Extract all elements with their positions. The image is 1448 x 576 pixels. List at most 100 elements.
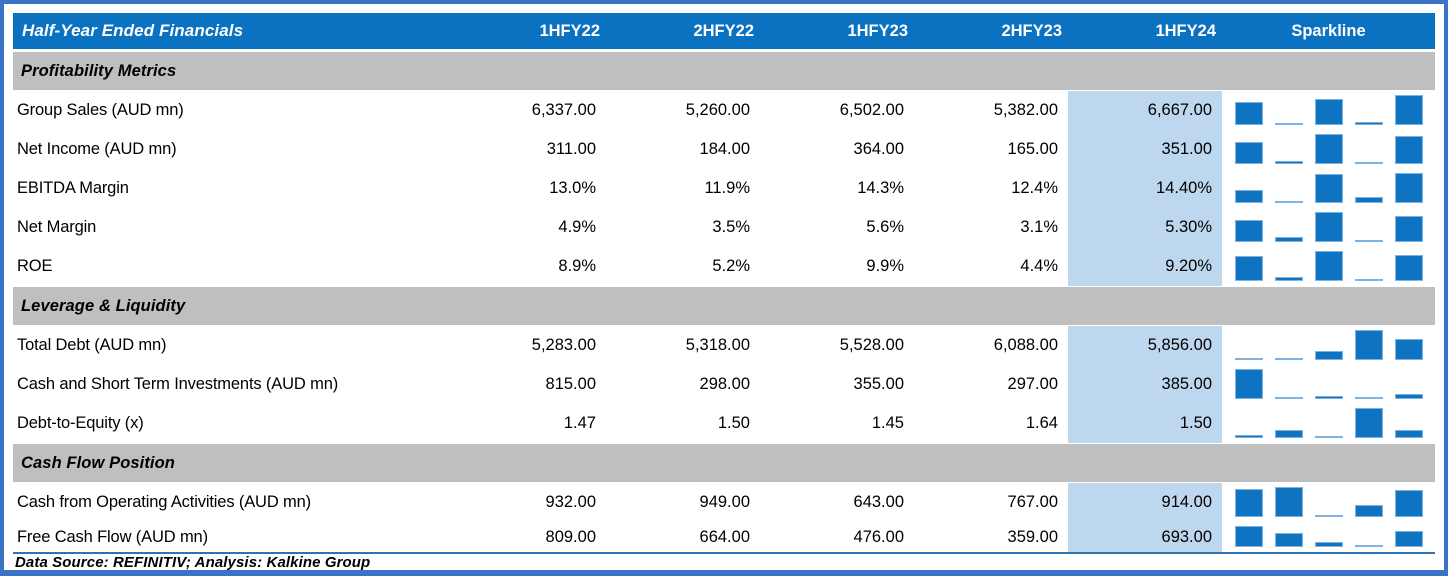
- row-label: Group Sales (AUD mn): [17, 101, 184, 119]
- cell-value: 184.00: [699, 140, 750, 158]
- sparkline-chart: [1234, 483, 1423, 522]
- spark-bar: [1274, 487, 1303, 517]
- table-row-cash-short-term-investments: Cash and Short Term Investments (AUD mn)…: [13, 365, 1435, 404]
- table-row-net-margin: Net Margin 4.9% 3.5% 5.6% 3.1% 5.30%: [13, 208, 1435, 247]
- spark-bar: [1354, 278, 1383, 281]
- spark-bar: [1274, 357, 1303, 360]
- spark-bar: [1234, 141, 1263, 164]
- cell-value: 1.47: [563, 414, 596, 432]
- cell-value: 4.4%: [1020, 257, 1058, 275]
- row-label: Total Debt (AUD mn): [17, 336, 167, 354]
- cell-value: 12.4%: [1011, 179, 1058, 197]
- cell-value: 643.00: [853, 493, 904, 511]
- cell-value: 5,528.00: [839, 336, 904, 354]
- spark-bar: [1274, 237, 1303, 242]
- spark-bar: [1234, 220, 1263, 242]
- spark-bar: [1394, 215, 1423, 242]
- spark-bar: [1314, 514, 1343, 517]
- spark-bar: [1234, 102, 1263, 125]
- cell-value: 767.00: [1007, 493, 1058, 511]
- spark-bar: [1394, 430, 1423, 438]
- cell-value-highlighted: 351.00: [1068, 130, 1222, 169]
- sparkline-chart: [1234, 365, 1423, 404]
- spark-bar: [1274, 532, 1303, 547]
- cell-value-highlighted: 5.30%: [1068, 208, 1222, 247]
- spark-bar: [1234, 369, 1263, 399]
- column-header-2hfy23: 2HFY23: [1001, 21, 1062, 40]
- data-source-note: Data Source: REFINITIV; Analysis: Kalkin…: [15, 554, 371, 571]
- spark-bar: [1354, 544, 1383, 547]
- spark-bar: [1354, 396, 1383, 399]
- spark-bar: [1354, 330, 1383, 360]
- spark-bar: [1314, 435, 1343, 438]
- section-header-cash-flow: Cash Flow Position: [13, 444, 1435, 482]
- spark-bar: [1274, 430, 1303, 438]
- spark-bar: [1394, 95, 1423, 125]
- row-label: Free Cash Flow (AUD mn): [17, 527, 208, 546]
- spark-bar: [1354, 122, 1383, 125]
- spark-bar: [1394, 254, 1423, 281]
- spark-bar: [1274, 200, 1303, 203]
- spark-bar: [1394, 490, 1423, 517]
- column-header-sparkline: Sparkline: [1291, 21, 1366, 40]
- cell-value: 5.2%: [712, 257, 750, 275]
- column-header-1hfy24: 1HFY24: [1155, 21, 1216, 40]
- row-label: Net Income (AUD mn): [17, 140, 177, 158]
- sparkline-chart: [1234, 130, 1423, 169]
- table-content: Half-Year Ended Financials 1HFY22 2HFY22…: [13, 13, 1435, 570]
- table-row-ebitda-margin: EBITDA Margin 13.0% 11.9% 14.3% 12.4% 14…: [13, 169, 1435, 208]
- cell-value: 298.00: [699, 375, 750, 393]
- spark-bar: [1394, 135, 1423, 164]
- cell-value: 949.00: [699, 493, 750, 511]
- section-header-leverage-liquidity: Leverage & Liquidity: [13, 287, 1435, 325]
- section-title: Profitability Metrics: [21, 61, 177, 80]
- table-row-free-cash-flow: Free Cash Flow (AUD mn) 809.00 664.00 47…: [13, 522, 1435, 552]
- sparkline-chart: [1234, 404, 1423, 443]
- spark-bar: [1234, 488, 1263, 517]
- spark-bar: [1274, 161, 1303, 164]
- spark-bar: [1314, 134, 1343, 164]
- cell-value: 165.00: [1007, 140, 1058, 158]
- cell-value-highlighted: 6,667.00: [1068, 91, 1222, 130]
- spark-bar: [1234, 526, 1263, 547]
- spark-bar: [1274, 396, 1303, 399]
- cell-value: 9.9%: [866, 257, 904, 275]
- cell-value: 5,260.00: [685, 101, 750, 119]
- cell-value-highlighted: 5,856.00: [1068, 326, 1222, 365]
- spark-bar: [1314, 174, 1343, 203]
- sparkline-chart: [1234, 169, 1423, 208]
- spark-bar: [1354, 197, 1383, 203]
- row-label: Net Margin: [17, 218, 97, 236]
- section-title: Leverage & Liquidity: [21, 296, 186, 315]
- cell-value: 1.64: [1025, 414, 1058, 432]
- spark-bar: [1314, 251, 1343, 281]
- cell-value: 1.50: [717, 414, 750, 432]
- spark-bar: [1314, 98, 1343, 125]
- table-row-total-debt: Total Debt (AUD mn) 5,283.00 5,318.00 5,…: [13, 326, 1435, 365]
- cell-value: 664.00: [699, 527, 750, 546]
- spark-bar: [1314, 350, 1343, 360]
- table-header-row: Half-Year Ended Financials 1HFY22 2HFY22…: [13, 13, 1435, 49]
- table-row-net-income: Net Income (AUD mn) 311.00 184.00 364.00…: [13, 130, 1435, 169]
- cell-value: 14.3%: [857, 179, 904, 197]
- table-title: Half-Year Ended Financials: [22, 21, 244, 40]
- sparkline-chart: [1234, 247, 1423, 286]
- cell-value: 5,318.00: [685, 336, 750, 354]
- cell-value: 6,502.00: [839, 101, 904, 119]
- table-row-roe: ROE 8.9% 5.2% 9.9% 4.4% 9.20%: [13, 247, 1435, 286]
- cell-value: 815.00: [545, 375, 596, 393]
- footer: Data Source: REFINITIV; Analysis: Kalkin…: [13, 552, 1435, 571]
- cell-value: 8.9%: [558, 257, 596, 275]
- column-header-2hfy22: 2HFY22: [693, 21, 754, 40]
- table-row-cash-from-operations: Cash from Operating Activities (AUD mn) …: [13, 483, 1435, 522]
- spark-bar: [1354, 239, 1383, 242]
- spark-bar: [1394, 531, 1423, 547]
- spark-bar: [1354, 161, 1383, 164]
- spark-bar: [1234, 434, 1263, 438]
- row-label: Debt-to-Equity (x): [17, 414, 144, 432]
- table-row-group-sales: Group Sales (AUD mn) 6,337.00 5,260.00 6…: [13, 91, 1435, 130]
- row-label: Cash and Short Term Investments (AUD mn): [17, 375, 339, 393]
- cell-value: 11.9%: [704, 179, 750, 197]
- table-row-debt-to-equity: Debt-to-Equity (x) 1.47 1.50 1.45 1.64 1…: [13, 404, 1435, 443]
- spark-bar: [1274, 276, 1303, 281]
